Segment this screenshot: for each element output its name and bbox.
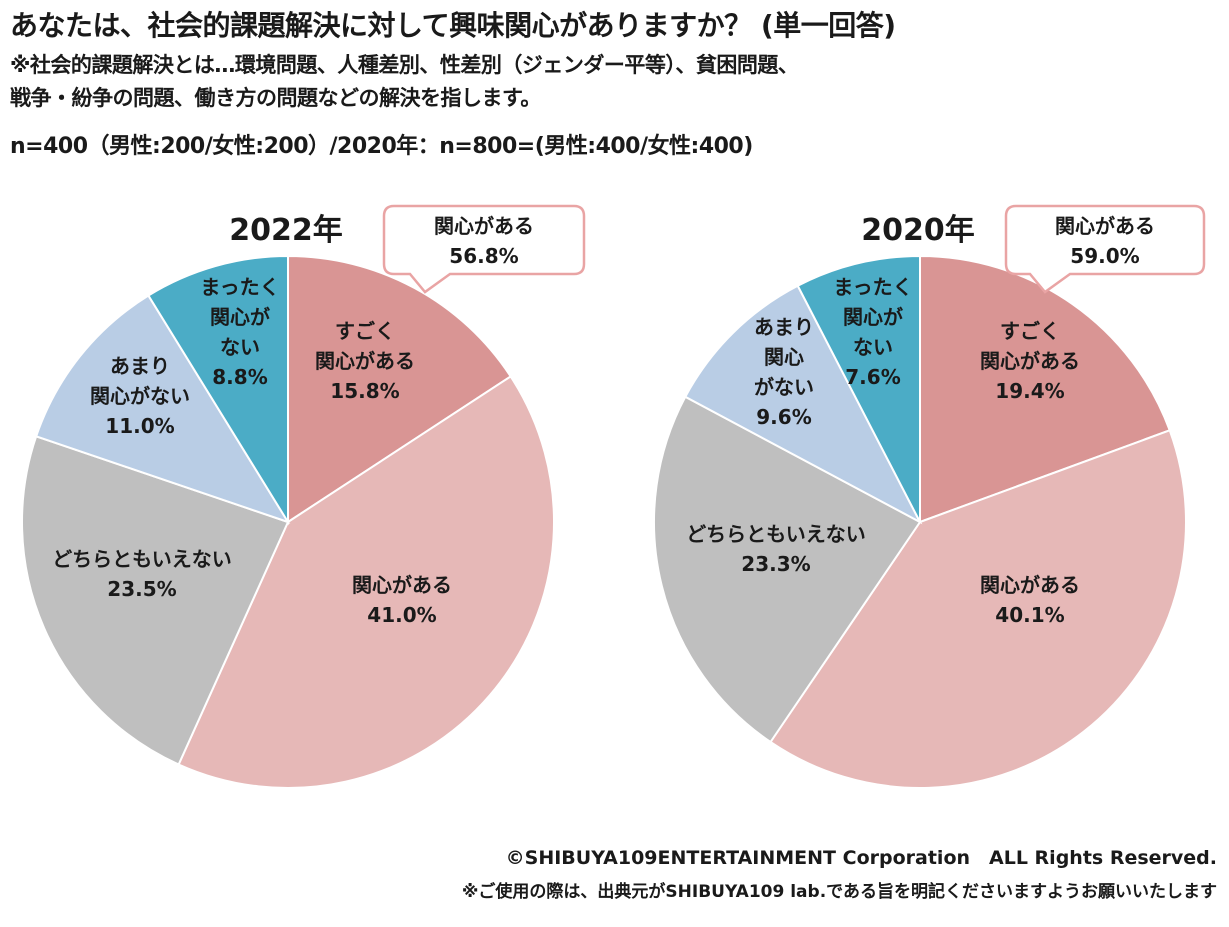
callout-bubble [1004, 204, 1206, 294]
usage-notice: ※ご使用の際は、出典元がSHIBUYA109 lab.である旨を明記くださいます… [461, 882, 1217, 902]
callout-label: 関心がある 59.0% [1055, 214, 1155, 268]
data-label-very-interested: すごく関心がある 15.8% [315, 319, 415, 403]
year-title: 2022年 [229, 213, 343, 248]
pie-slice-interested [177, 375, 555, 789]
data-label-interested: 関心がある 41.0% [352, 573, 452, 627]
data-label-neutral: どちらともいえない 23.3% [686, 522, 866, 576]
pie-slice-not-very [34, 294, 291, 524]
pie-slice-neutral [21, 435, 290, 766]
data-label-very-interested: すごく関心がある 19.4% [980, 319, 1080, 403]
pie-slice-not-at-all [796, 254, 921, 523]
callout-bubble [382, 204, 586, 294]
pie-slice-neutral [653, 395, 922, 744]
definition-note-line2: 戦争・紛争の問題、働き方の問題などの解決を指します。 [10, 86, 541, 110]
pie-slice-not-at-all [147, 254, 289, 526]
chart-title: あなたは、社会的課題解決に対して興味関心がありますか？ (単一回答) [10, 9, 896, 42]
data-label-not-very: あまり関心がない 11.0% [90, 354, 190, 438]
data-label-neutral: どちらともいえない 23.5% [52, 547, 232, 601]
sample-size-note: n=400（男性:200/女性:200）/2020年：n=800=(男性:400… [10, 134, 753, 159]
pie-slice-not-very [683, 284, 923, 525]
pie-slice-very-interested [919, 254, 1171, 524]
data-label-not-at-all: まったく関心がない 7.6% [833, 275, 912, 389]
data-label-not-very: あまり関心がない 9.6% [754, 315, 814, 429]
callout-label: 関心がある 56.8% [434, 214, 534, 268]
pie-slice-interested [769, 429, 1187, 789]
pie-slice-very-interested [287, 254, 513, 524]
year-title: 2020年 [861, 213, 975, 248]
definition-note-line1: ※社会的課題解決とは…環境問題、人種差別、性差別（ジェンダー平等）、貧困問題、 [10, 53, 799, 77]
data-label-not-at-all: まったく関心がない 8.8% [200, 275, 279, 389]
pie-chart-2020: すごく関心がある 19.4% 関心がある 40.1% どちらともいえない 23.3% あまり… [653, 204, 1206, 789]
data-label-interested: 関心がある 40.1% [980, 573, 1080, 627]
pie-chart-2022: すごく関心がある 15.8% 関心がある 41.0% どちらともいえない 23.5% あまり… [21, 204, 586, 789]
copyright-notice: ©SHIBUYA109ENTERTAINMENT Corporation ALL… [505, 847, 1217, 869]
